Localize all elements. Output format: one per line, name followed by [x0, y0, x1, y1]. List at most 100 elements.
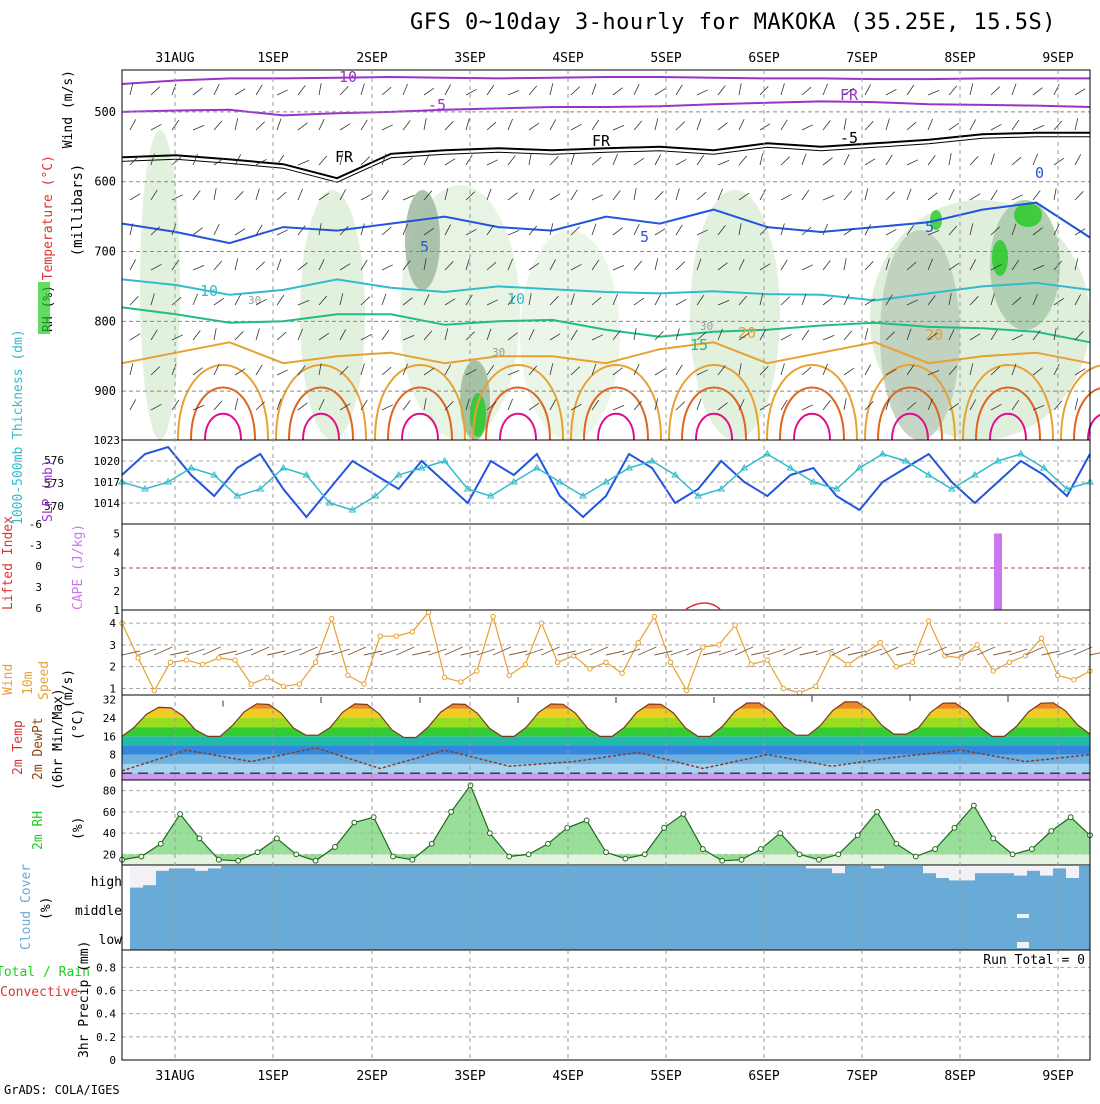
rh-point-3	[177, 811, 183, 817]
upper-wind-barb	[759, 263, 771, 271]
contour-label-18: 30	[492, 346, 505, 359]
upper-wind-barb	[696, 398, 702, 411]
contour-label-11: 10	[507, 290, 525, 308]
temp-pulse-5-2	[695, 412, 733, 441]
upper-wind-barb	[423, 190, 433, 201]
temp-pulse-0-0	[177, 364, 269, 441]
upper-wind-barb	[402, 157, 413, 166]
upper-wind-barb	[1074, 118, 1079, 131]
upper-wind-barb	[423, 154, 430, 166]
isotherm--5	[121, 100, 1091, 117]
upper-wind-barb	[654, 294, 662, 306]
precip-run-total: Run Total = 0	[983, 953, 1085, 968]
cloud-high-bar-4	[182, 866, 195, 869]
rh-shade-high-1	[992, 240, 1008, 276]
upper-wind-barb	[570, 366, 580, 376]
rh-shade-6	[880, 230, 960, 440]
upper-wind-barb	[276, 229, 288, 236]
isotherm-10	[121, 278, 1091, 302]
upper-wind-barb	[528, 365, 538, 376]
upper-wind-barb	[507, 155, 516, 166]
upper-wind-barb	[948, 365, 958, 376]
wind-tick-4: 4	[109, 617, 116, 630]
upper-wind-barb	[1032, 190, 1041, 201]
precip-tick-0.6: 0.6	[96, 985, 116, 998]
slp-label-thickness: 1000-500mb Thickness (dm)	[11, 329, 26, 525]
wind-speed-point-24	[506, 672, 512, 679]
x-tick-top-4SEP: 4SEP	[552, 51, 583, 66]
temp-band-2	[122, 754, 1090, 764]
upper-wind-barb	[444, 298, 456, 306]
rh-point-1	[138, 853, 145, 860]
slp-tick-1014: 1014	[94, 497, 121, 510]
upper-wind-barb	[339, 263, 351, 271]
upper-wind-barb	[129, 399, 137, 411]
thickness-marker-33	[878, 450, 887, 457]
upper-wind-barb	[885, 191, 895, 201]
temp-pulse-8-0	[962, 364, 1054, 441]
upper-wind-barb	[1074, 331, 1084, 341]
temp-line	[121, 701, 1091, 739]
upper-wind-barb	[591, 194, 603, 201]
upper-wind-barb	[192, 87, 203, 96]
upper-wind-barb	[192, 153, 198, 166]
temp-pulse-0-2	[204, 412, 242, 441]
wind-speed-point-40	[764, 657, 771, 663]
surface-wind-barb-7	[234, 648, 254, 656]
thickness-marker-12	[394, 471, 403, 478]
upper-wind-barb	[906, 401, 917, 411]
x-tick-top-6SEP: 6SEP	[748, 51, 779, 66]
wind-speed-point-27	[554, 659, 561, 666]
upper-wind-barb	[192, 367, 203, 376]
rh-point-36	[816, 856, 822, 863]
contour-label-6: 5	[420, 238, 429, 256]
upper-wind-barb	[717, 225, 726, 236]
thickness-marker-29	[786, 464, 795, 471]
upper-wind-barb	[276, 191, 287, 201]
upper-wind-barb	[759, 189, 767, 201]
upper-wind-barb	[906, 188, 912, 201]
wind-speed-point-55	[1006, 659, 1013, 666]
cloud-middle-bar	[1017, 914, 1029, 918]
surface-wind-barb-50	[928, 646, 947, 656]
upper-wind-barb	[843, 258, 847, 271]
li-tick-0: 0	[35, 560, 42, 573]
wind-speed-point-44	[829, 650, 835, 657]
surface-wind-barb-60	[1089, 652, 1100, 656]
cloud-high-bar-1	[143, 866, 156, 886]
wind-speed-point-47	[877, 639, 883, 646]
upper-wind-barb	[171, 363, 177, 376]
upper-wind-barb	[255, 261, 265, 271]
upper-wind-barb	[528, 153, 532, 166]
upper-wind-barb	[549, 333, 561, 341]
li-tick-3: 3	[35, 581, 42, 594]
li-tick--6: -6	[29, 518, 42, 531]
cloud-high-bar-65	[975, 866, 988, 874]
temp-pulse-3-0	[472, 364, 564, 441]
upper-wind-barb	[822, 223, 828, 236]
temp-pulse-7-1	[877, 386, 943, 441]
upper-wind-barb	[843, 154, 850, 166]
upper-wind-barb	[612, 330, 621, 341]
upper-wind-barb	[612, 87, 623, 96]
wind-speed-point-39	[748, 661, 754, 668]
wind-label-3: (m/s)	[61, 669, 76, 708]
upper-wind-barb	[444, 158, 456, 166]
upper-wind-barb	[465, 88, 477, 96]
wind-speed-point-35	[683, 687, 690, 694]
upper-wind-barb	[738, 155, 748, 166]
upper-wind-barb	[906, 261, 917, 271]
upper-wind-barb	[1011, 296, 1022, 306]
upper-wind-barb	[255, 121, 265, 131]
cloud-high-bar-61	[923, 866, 936, 874]
surface-wind-barb-47	[880, 646, 899, 656]
upper-wind-barb	[234, 88, 246, 96]
thickness-marker-25	[694, 492, 703, 499]
temp-pulse-4-2	[597, 412, 635, 441]
x-tick-top-3SEP: 3SEP	[454, 51, 485, 66]
upper-wind-barb	[864, 158, 876, 166]
surface-wind-barb-48	[896, 650, 915, 656]
pressure-tick-600: 600	[94, 175, 116, 189]
temp-pulse-7-2	[891, 412, 929, 441]
